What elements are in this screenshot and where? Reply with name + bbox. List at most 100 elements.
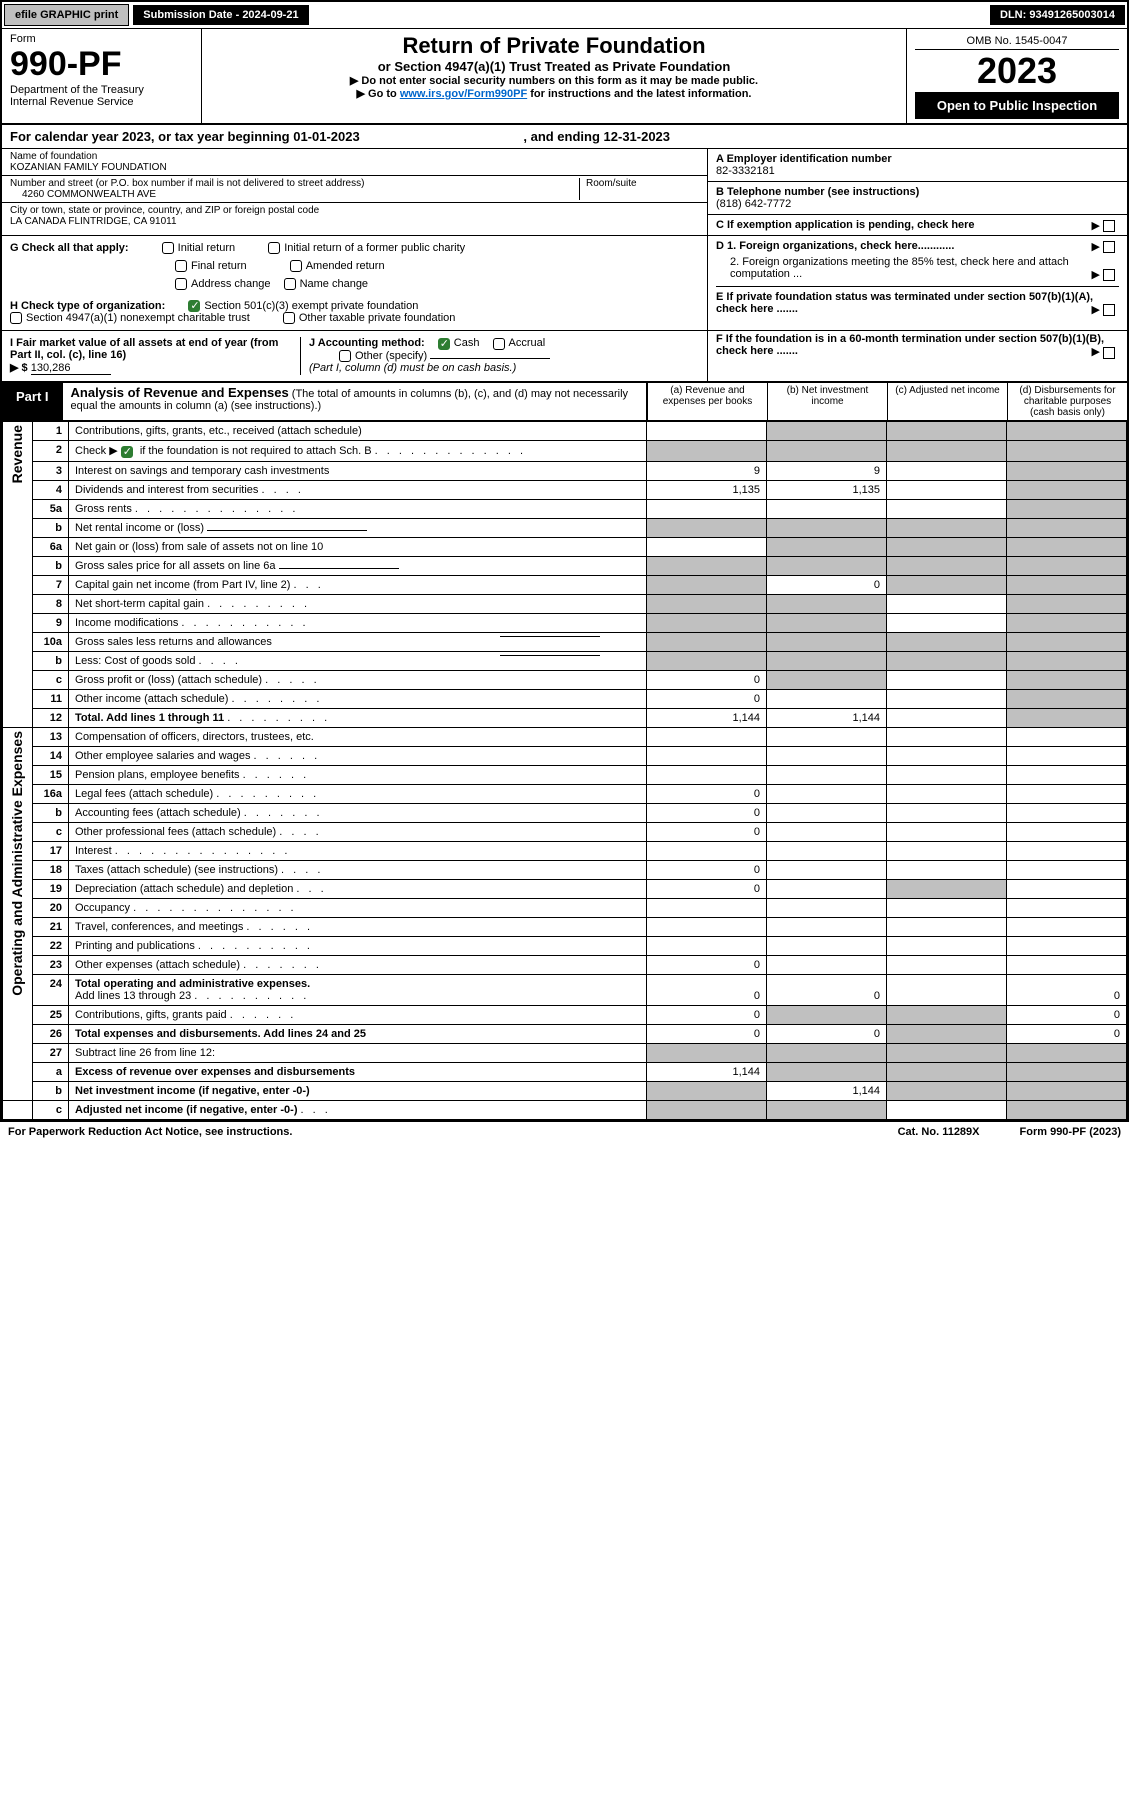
row-23: Other expenses (attach schedule) . . . .… xyxy=(69,955,647,974)
row-24: Total operating and administrative expen… xyxy=(69,974,647,1005)
col-d-header: (d) Disbursements for charitable purpose… xyxy=(1007,383,1127,420)
irs-link[interactable]: www.irs.gov/Form990PF xyxy=(400,88,527,100)
row-11: Other income (attach schedule) . . . . .… xyxy=(69,689,647,708)
row-10b: Less: Cost of goods sold . . . . xyxy=(69,651,647,670)
col-a-header: (a) Revenue and expenses per books xyxy=(647,383,767,420)
row-26: Total expenses and disbursements. Add li… xyxy=(69,1024,647,1043)
cb-d1[interactable] xyxy=(1103,241,1115,253)
phone: (818) 642-7772 xyxy=(716,198,1119,210)
j-label: J Accounting method: xyxy=(309,337,425,349)
row-18: Taxes (attach schedule) (see instruction… xyxy=(69,860,647,879)
entity-block: Name of foundation KOZANIAN FAMILY FOUND… xyxy=(2,149,1127,236)
row-16b: Accounting fees (attach schedule) . . . … xyxy=(69,803,647,822)
fmv-value: 130,286 xyxy=(31,362,111,375)
foundation-name: KOZANIAN FAMILY FOUNDATION xyxy=(10,162,699,173)
dln: DLN: 93491265003014 xyxy=(990,5,1125,25)
d2-label: 2. Foreign organizations meeting the 85%… xyxy=(730,256,1069,280)
row-27b: Net investment income (if negative, ente… xyxy=(69,1081,647,1100)
addr-label: Number and street (or P.O. box number if… xyxy=(10,178,579,189)
row-4: Dividends and interest from securities .… xyxy=(69,480,647,499)
row-10a: Gross sales less returns and allowances xyxy=(69,632,647,651)
j-note: (Part I, column (d) must be on cash basi… xyxy=(309,362,516,374)
col-c-header: (c) Adjusted net income xyxy=(887,383,1007,420)
row-19: Depreciation (attach schedule) and deple… xyxy=(69,879,647,898)
ein: 82-3332181 xyxy=(716,165,1119,177)
row-16c: Other professional fees (attach schedule… xyxy=(69,822,647,841)
cb-4947[interactable] xyxy=(10,312,22,324)
row-2: Check ▶ if the foundation is not require… xyxy=(69,441,647,461)
row-27c: Adjusted net income (if negative, enter … xyxy=(69,1100,647,1119)
row-5b: Net rental income or (loss) xyxy=(69,518,647,537)
ein-label: A Employer identification number xyxy=(716,153,1119,165)
c-checkbox[interactable] xyxy=(1103,220,1115,232)
tax-year: 2023 xyxy=(915,50,1119,92)
room-label: Room/suite xyxy=(579,178,699,200)
cb-initial[interactable] xyxy=(162,242,174,254)
row-1: Contributions, gifts, grants, etc., rece… xyxy=(69,422,647,441)
city-state-zip: LA CANADA FLINTRIDGE, CA 91011 xyxy=(10,216,699,227)
row-25: Contributions, gifts, grants paid . . . … xyxy=(69,1005,647,1024)
cb-initial-former[interactable] xyxy=(268,242,280,254)
cb-final[interactable] xyxy=(175,260,187,272)
h-label: H Check type of organization: xyxy=(10,300,165,312)
row-6a: Net gain or (loss) from sale of assets n… xyxy=(69,537,647,556)
part1-tab: Part I xyxy=(2,383,63,420)
cb-sch-b[interactable] xyxy=(121,446,133,458)
page-footer: For Paperwork Reduction Act Notice, see … xyxy=(0,1122,1129,1142)
cb-amended[interactable] xyxy=(290,260,302,272)
part1-table: Revenue 1Contributions, gifts, grants, e… xyxy=(2,421,1127,1119)
expenses-label: Operating and Administrative Expenses xyxy=(9,731,25,996)
dept: Department of the Treasury xyxy=(10,84,193,96)
row-27: Subtract line 26 from line 12: xyxy=(69,1043,647,1062)
form-header: Form 990-PF Department of the Treasury I… xyxy=(2,29,1127,125)
row-17: Interest . . . . . . . . . . . . . . . xyxy=(69,841,647,860)
cat-number: Cat. No. 11289X xyxy=(898,1126,980,1138)
cb-accrual[interactable] xyxy=(493,338,505,350)
row-27a: Excess of revenue over expenses and disb… xyxy=(69,1062,647,1081)
e-label: E If private foundation status was termi… xyxy=(716,291,1093,315)
section-i-j-f: I Fair market value of all assets at end… xyxy=(2,331,1127,381)
revenue-label: Revenue xyxy=(9,425,25,483)
row-13: Compensation of officers, directors, tru… xyxy=(69,727,647,746)
cb-cash[interactable] xyxy=(438,338,450,350)
cb-name-change[interactable] xyxy=(284,278,296,290)
row-20: Occupancy . . . . . . . . . . . . . . xyxy=(69,898,647,917)
row-22: Printing and publications . . . . . . . … xyxy=(69,936,647,955)
part1-title: Analysis of Revenue and Expenses xyxy=(71,385,289,400)
cb-f[interactable] xyxy=(1103,347,1115,359)
form-ref: Form 990-PF (2023) xyxy=(1020,1126,1121,1138)
cb-addr-change[interactable] xyxy=(175,278,187,290)
f-label: F If the foundation is in a 60-month ter… xyxy=(716,333,1104,357)
top-bar: efile GRAPHIC print Submission Date - 20… xyxy=(2,2,1127,29)
form-label: Form xyxy=(10,33,193,45)
row-10c: Gross profit or (loss) (attach schedule)… xyxy=(69,670,647,689)
form-number: 990-PF xyxy=(10,45,193,84)
part1-header: Part I Analysis of Revenue and Expenses … xyxy=(2,381,1127,421)
efile-button[interactable]: efile GRAPHIC print xyxy=(4,4,129,26)
row-16a: Legal fees (attach schedule) . . . . . .… xyxy=(69,784,647,803)
phone-label: B Telephone number (see instructions) xyxy=(716,186,1119,198)
section-g-h: G Check all that apply: Initial return I… xyxy=(2,236,1127,331)
row-3: Interest on savings and temporary cash i… xyxy=(69,461,647,480)
cb-other-method[interactable] xyxy=(339,350,351,362)
cb-e[interactable] xyxy=(1103,304,1115,316)
row-21: Travel, conferences, and meetings . . . … xyxy=(69,917,647,936)
cb-501c3[interactable] xyxy=(188,300,200,312)
open-public: Open to Public Inspection xyxy=(915,92,1119,119)
omb-number: OMB No. 1545-0047 xyxy=(915,33,1119,50)
d1-label: D 1. Foreign organizations, check here..… xyxy=(716,240,954,252)
row-6b: Gross sales price for all assets on line… xyxy=(69,556,647,575)
form-title: Return of Private Foundation xyxy=(210,33,898,59)
g-label: G Check all that apply: xyxy=(10,242,129,254)
cb-d2[interactable] xyxy=(1103,269,1115,281)
irs: Internal Revenue Service xyxy=(10,96,193,108)
row-5a: Gross rents . . . . . . . . . . . . . . xyxy=(69,499,647,518)
paperwork-notice: For Paperwork Reduction Act Notice, see … xyxy=(8,1126,292,1138)
row-8: Net short-term capital gain . . . . . . … xyxy=(69,594,647,613)
c-label: C If exemption application is pending, c… xyxy=(716,219,975,231)
cb-other-tax[interactable] xyxy=(283,312,295,324)
row-12: Total. Add lines 1 through 11 . . . . . … xyxy=(69,708,647,727)
col-b-header: (b) Net investment income xyxy=(767,383,887,420)
i-label: I Fair market value of all assets at end… xyxy=(10,337,278,361)
row-15: Pension plans, employee benefits . . . .… xyxy=(69,765,647,784)
